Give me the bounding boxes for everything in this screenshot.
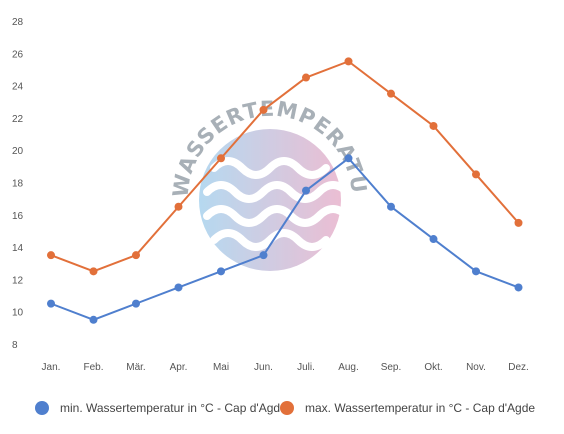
y-tick-label: 20 xyxy=(12,146,24,157)
legend-marker-max xyxy=(280,401,294,415)
data-point[interactable] xyxy=(174,283,183,292)
y-tick-label: 10 xyxy=(12,308,24,319)
y-axis-ticks: 8 10 12 14 16 18 20 22 24 26 28 xyxy=(12,17,24,351)
data-point[interactable] xyxy=(387,202,395,211)
data-point[interactable] xyxy=(429,121,438,130)
series-line-0 xyxy=(50,157,519,321)
data-point[interactable] xyxy=(174,202,183,211)
data-point[interactable] xyxy=(514,218,523,227)
series-line-1 xyxy=(50,60,520,273)
data-point[interactable] xyxy=(429,235,438,244)
data-point[interactable] xyxy=(259,251,268,260)
y-tick-label: 24 xyxy=(12,82,24,93)
legend-item-max[interactable]: max. Wassertemperatur in °C - Cap d'Agde xyxy=(280,401,535,415)
data-point[interactable] xyxy=(302,73,310,82)
legend: min. Wassertemperatur in °C - Cap d'Agde… xyxy=(35,401,535,415)
x-tick-label: Sep. xyxy=(381,362,402,373)
y-tick-label: 18 xyxy=(12,179,24,190)
data-point[interactable] xyxy=(472,267,480,276)
x-tick-label: Nov. xyxy=(466,362,486,373)
data-point[interactable] xyxy=(514,283,523,292)
x-tick-label: Mär. xyxy=(126,362,145,373)
data-point[interactable] xyxy=(217,267,225,276)
data-point[interactable] xyxy=(472,170,480,179)
y-tick-label: 28 xyxy=(12,17,24,28)
x-tick-label: Aug. xyxy=(338,362,359,373)
series-lines xyxy=(50,60,520,321)
legend-label-min: min. Wassertemperatur in °C - Cap d'Agde xyxy=(60,401,287,415)
watermark-wave-icon xyxy=(199,129,341,271)
x-tick-label: Apr. xyxy=(170,362,188,373)
data-point[interactable] xyxy=(217,154,225,163)
x-tick-label: Mai xyxy=(213,362,229,373)
series-points xyxy=(47,57,523,324)
data-point[interactable] xyxy=(89,315,98,324)
data-point[interactable] xyxy=(132,299,140,308)
y-tick-label: 22 xyxy=(12,114,24,125)
data-point[interactable] xyxy=(47,251,55,260)
data-point[interactable] xyxy=(302,186,310,195)
data-point[interactable] xyxy=(47,299,55,308)
legend-marker-min xyxy=(35,401,49,415)
legend-item-min[interactable]: min. Wassertemperatur in °C - Cap d'Agde xyxy=(35,401,287,415)
y-tick-label: 26 xyxy=(12,49,24,60)
y-tick-label: 8 xyxy=(12,340,18,351)
x-axis-ticks: Jan. Feb. Mär. Apr. Mai Jun. Juli. Aug. Sep. Okt.… xyxy=(42,362,529,373)
x-tick-label: Dez. xyxy=(508,362,529,373)
data-point[interactable] xyxy=(344,57,353,66)
x-tick-label: Jun. xyxy=(254,362,273,373)
data-point[interactable] xyxy=(132,251,140,260)
y-tick-label: 16 xyxy=(12,211,24,222)
data-point[interactable] xyxy=(259,105,268,114)
x-tick-label: Okt. xyxy=(424,362,442,373)
data-point[interactable] xyxy=(387,89,395,98)
watermark-logo: WASSERTEMPERATUR.ORG xyxy=(0,0,370,271)
y-tick-label: 12 xyxy=(12,275,24,286)
data-point[interactable] xyxy=(344,154,353,163)
x-tick-label: Juli. xyxy=(297,362,315,373)
x-tick-label: Feb. xyxy=(83,362,103,373)
x-tick-label: Jan. xyxy=(42,362,61,373)
legend-label-max: max. Wassertemperatur in °C - Cap d'Agde xyxy=(305,401,535,415)
y-tick-label: 14 xyxy=(12,243,24,254)
data-point[interactable] xyxy=(89,267,98,276)
